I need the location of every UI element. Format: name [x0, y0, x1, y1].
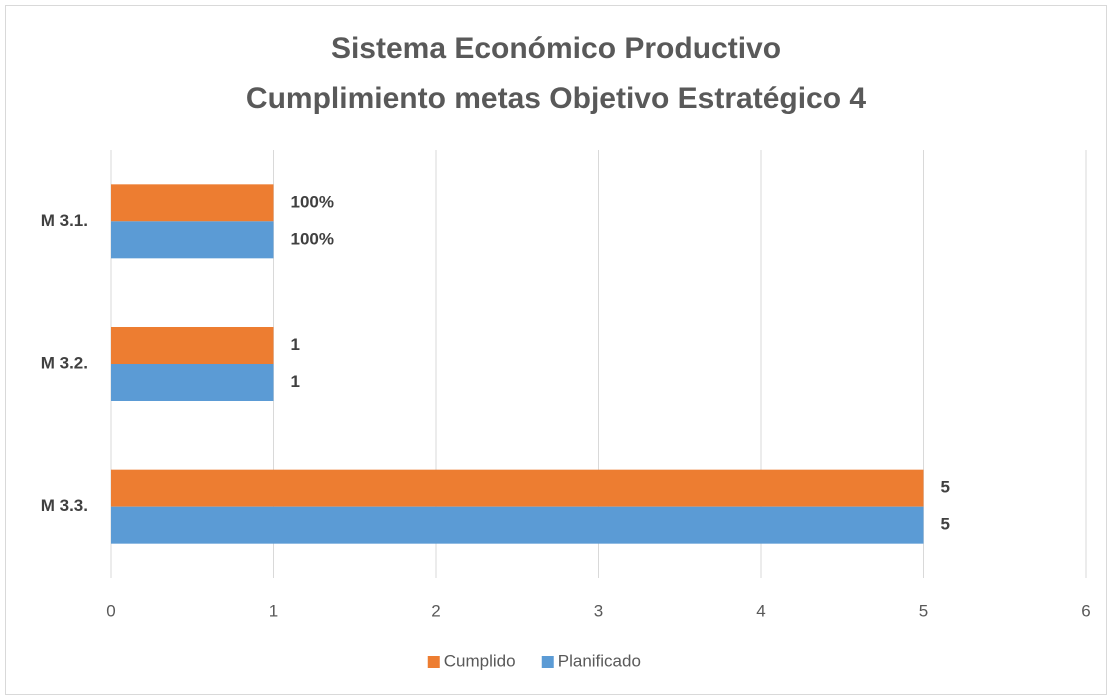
y-tick-label: M 3.2.	[41, 353, 88, 372]
x-tick-label: 1	[269, 601, 278, 620]
data-label: 100%	[291, 229, 334, 248]
legend-label: Cumplido	[444, 651, 516, 670]
data-label: 5	[941, 478, 950, 497]
bar	[111, 506, 924, 544]
legend-label: Planificado	[558, 651, 641, 670]
bar	[111, 469, 924, 507]
x-tick-label: 5	[919, 601, 928, 620]
x-tick-label: 6	[1081, 601, 1090, 620]
data-label: 5	[941, 515, 950, 534]
x-tick-label: 2	[431, 601, 440, 620]
data-label: 1	[291, 335, 300, 354]
bar	[111, 184, 274, 222]
data-label: 1	[291, 372, 300, 391]
bar	[111, 327, 274, 364]
bar	[111, 364, 274, 401]
bar	[111, 221, 274, 259]
y-tick-label: M 3.1.	[41, 211, 88, 230]
x-tick-label: 0	[106, 601, 115, 620]
chart-title: Cumplimiento metas Objetivo Estratégico …	[246, 82, 866, 115]
legend-swatch	[541, 656, 554, 668]
legend-swatch	[427, 656, 440, 668]
y-tick-label: M 3.3.	[41, 496, 88, 515]
data-label: 100%	[291, 192, 334, 211]
chart-title: Sistema Económico Productivo	[331, 32, 781, 65]
x-tick-label: 4	[756, 601, 765, 620]
x-tick-label: 3	[594, 601, 603, 620]
